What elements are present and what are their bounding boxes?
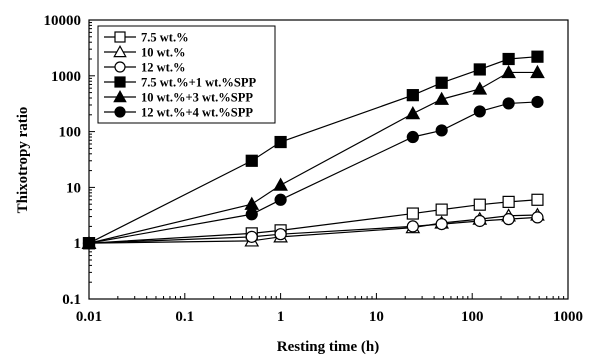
data-point-series-1 <box>435 203 448 216</box>
data-point-series-1 <box>406 207 419 220</box>
legend: 7.5 wt.%10 wt.%12 wt.%7.5 wt.%+1 wt.%SPP… <box>97 25 276 124</box>
x-tick-label: 100 <box>461 309 484 325</box>
data-point-series-4 <box>406 89 419 102</box>
data-point-series-5 <box>472 81 488 95</box>
data-point-series-6 <box>531 95 544 109</box>
data-point-series-3 <box>406 220 419 233</box>
legend-label: 10 wt.% <box>141 46 185 60</box>
x-axis-title: Resting time (h) <box>277 339 379 355</box>
x-tick-label: 0.1 <box>175 309 194 325</box>
data-point-series-1 <box>531 193 544 206</box>
data-point-series-5 <box>244 196 260 210</box>
x-tick-label: 0.01 <box>76 309 102 325</box>
x-tick-label: 1 <box>277 309 285 325</box>
data-point-series-5 <box>434 91 450 105</box>
y-tick-label: 100 <box>59 125 82 141</box>
x-tick-label: 1000 <box>553 309 583 325</box>
data-point-series-5 <box>405 106 421 120</box>
y-axis-title: Thixotropy ratio <box>15 107 31 214</box>
y-tick-label: 1 <box>74 236 82 252</box>
legend-label: 12 wt.%+4 wt.%SPP <box>141 106 253 120</box>
data-point-series-4 <box>274 135 287 149</box>
legend-marker <box>113 90 127 103</box>
data-point-series-6 <box>406 130 419 144</box>
data-point-series-4 <box>245 154 258 167</box>
data-point-series-5 <box>273 177 288 191</box>
data-point-series-3 <box>245 230 258 243</box>
legend-label: 12 wt.% <box>141 61 185 75</box>
legend-marker <box>113 45 127 58</box>
legend-marker <box>114 106 126 118</box>
data-point-series-3 <box>531 211 544 224</box>
series-markers <box>81 50 545 250</box>
data-point-series-6 <box>473 105 486 118</box>
legend-label: 7.5 wt.%+1 wt.%SPP <box>141 76 256 90</box>
y-tick-label: 10000 <box>44 13 82 29</box>
legend-box <box>97 25 276 124</box>
data-point-series-1 <box>502 195 515 208</box>
x-tick-label: 10 <box>369 309 384 325</box>
data-point-series-6 <box>82 237 96 250</box>
data-point-series-1 <box>473 198 486 211</box>
data-point-series-6 <box>435 124 448 137</box>
data-point-series-3 <box>435 217 448 231</box>
data-point-series-5 <box>530 64 545 79</box>
axis-ticks <box>88 19 569 300</box>
data-point-series-4 <box>531 50 544 63</box>
x-tick-labels: 0.01 0.1 1 10 100 1000 <box>76 309 583 325</box>
plot-frame <box>88 19 569 300</box>
data-point-series-4 <box>435 76 448 89</box>
y-tick-label: 10 <box>66 180 81 196</box>
legend-marker <box>114 31 126 43</box>
data-point-series-5 <box>501 64 516 79</box>
data-point-series-3 <box>473 214 486 228</box>
y-tick-label: 0.1 <box>62 292 81 308</box>
data-point-series-6 <box>245 208 258 221</box>
legend-marker <box>114 76 126 88</box>
y-tick-labels: 0.1 1 10 100 1000 10000 <box>44 13 82 308</box>
data-point-series-3 <box>502 213 515 226</box>
data-point-series-6 <box>502 97 515 110</box>
data-point-series-3 <box>274 228 287 241</box>
legend-marker <box>114 61 126 73</box>
data-point-series-4 <box>473 63 486 76</box>
data-point-series-6 <box>274 193 287 206</box>
y-tick-label: 1000 <box>51 69 81 85</box>
data-point-series-4 <box>502 52 515 66</box>
legend-label: 10 wt.%+3 wt.%SPP <box>141 91 253 105</box>
legend-label: 7.5 wt.% <box>141 31 189 45</box>
